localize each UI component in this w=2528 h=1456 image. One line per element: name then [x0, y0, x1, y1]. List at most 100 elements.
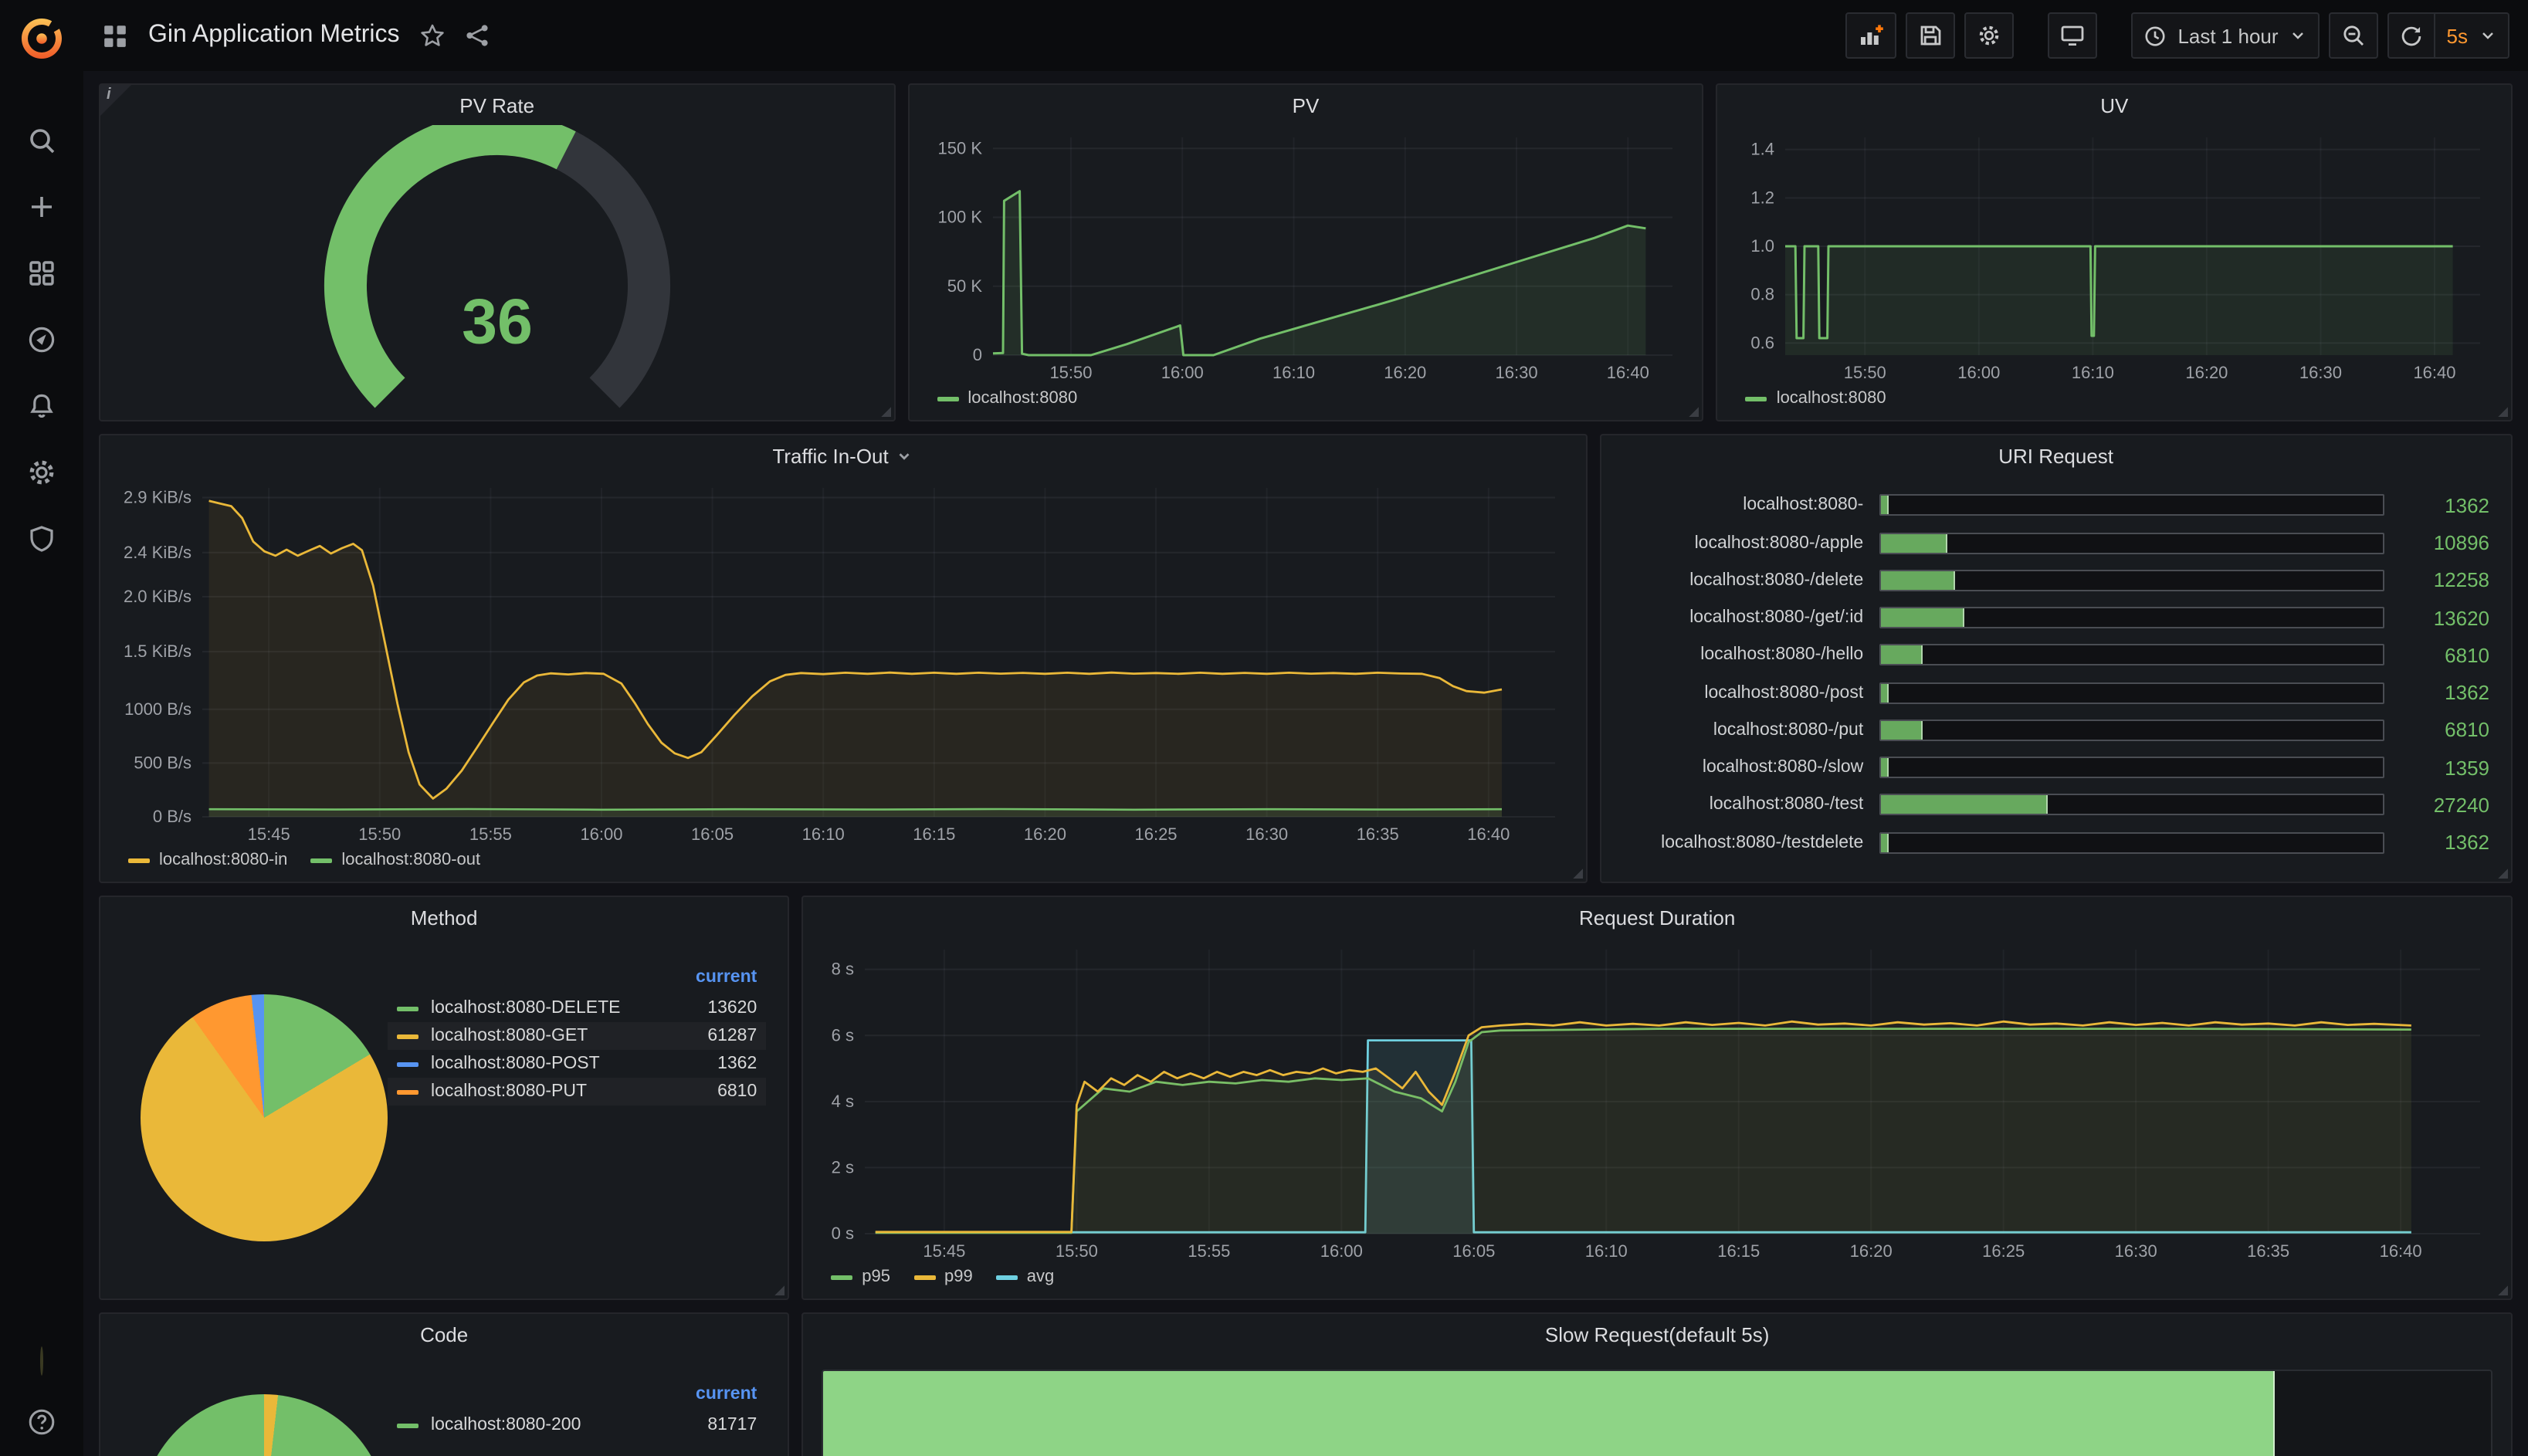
dashboards-icon[interactable]: [26, 258, 57, 289]
svg-text:16:35: 16:35: [1357, 825, 1399, 844]
legend-series-value: 1362: [717, 1055, 757, 1073]
panel-title[interactable]: URI Request: [1998, 444, 2114, 467]
bar-gauge-track: [1879, 757, 2384, 779]
panel-title[interactable]: Method: [410, 906, 478, 929]
svg-text:16:00: 16:00: [1320, 1241, 1363, 1261]
legend-series-name: localhost:8080-DELETE: [431, 999, 621, 1018]
uv-line-chart[interactable]: 15:50 16:00 16:10 16:20 16:30 16:40 0.6 0.8 1.0 1…: [1733, 125, 2496, 386]
svg-text:16:15: 16:15: [913, 825, 955, 844]
bar-gauge-fill: [1880, 720, 1923, 740]
refresh-picker: 5s: [2387, 12, 2509, 59]
bar-gauge-label: localhost:8080-/delete: [1689, 571, 1864, 590]
share-icon[interactable]: [461, 20, 492, 51]
series-marker: [397, 1006, 419, 1011]
panel-title[interactable]: Request Duration: [1578, 906, 1736, 929]
bar-gauge-row: localhost:8080-/slow 1359: [1616, 753, 2489, 781]
series-marker: [937, 396, 959, 401]
panel-title[interactable]: UV: [2100, 93, 2129, 117]
bar-gauge-fill: [1880, 533, 1947, 553]
legend-row[interactable]: localhost:8080-PUT 6810: [388, 1078, 767, 1106]
bar-gauge-label: localhost:8080-/apple: [1694, 533, 1864, 553]
pv-line-chart[interactable]: 15:50 16:00 16:10 16:20 16:30 16:40 0 50 K 100 K…: [924, 125, 1686, 386]
server-admin-shield-icon[interactable]: [26, 523, 57, 554]
svg-text:0.6: 0.6: [1751, 333, 1775, 352]
search-icon[interactable]: [26, 125, 57, 156]
bar-gauge-fill: [1880, 608, 1964, 628]
svg-text:16:25: 16:25: [1982, 1241, 2025, 1261]
panel-info-icon[interactable]: i: [100, 85, 131, 116]
panel-title[interactable]: Slow Request(default 5s): [1544, 1322, 1770, 1346]
svg-text:16:00: 16:00: [1958, 363, 2001, 382]
help-icon[interactable]: [26, 1407, 57, 1437]
sidebar-bottom: [26, 1346, 57, 1437]
dashboard-settings-button[interactable]: [1964, 12, 2015, 59]
bar-gauge-value: 10896: [2433, 531, 2489, 555]
code-pie-chart[interactable]: [141, 1394, 388, 1456]
dashboard-row: i PV Rate 36 PV 15:50 16:00 16:10 16:20 16:3…: [99, 83, 2513, 422]
chart-legend: p95 p99 avg: [818, 1265, 2496, 1295]
svg-text:1.5 KiB/s: 1.5 KiB/s: [124, 642, 191, 661]
legend-item[interactable]: avg: [995, 1268, 1054, 1286]
save-dashboard-button[interactable]: [1906, 12, 1956, 59]
bar-gauge-fill: [1880, 833, 1889, 852]
panel-title[interactable]: PV Rate: [459, 93, 535, 117]
svg-text:16:40: 16:40: [2380, 1241, 2422, 1261]
add-panel-button[interactable]: [1845, 12, 1897, 59]
legend-header-current[interactable]: current: [696, 1385, 757, 1404]
refresh-interval-label: 5s: [2446, 24, 2468, 47]
svg-text:15:50: 15:50: [1844, 363, 1886, 382]
legend-row[interactable]: localhost:8080-DELETE 13620: [388, 994, 766, 1022]
method-pie-chart[interactable]: [141, 994, 388, 1241]
refresh-interval-button[interactable]: 5s: [2435, 12, 2509, 59]
legend-header-current[interactable]: current: [696, 968, 757, 987]
create-plus-icon[interactable]: [26, 191, 57, 222]
cycle-view-button[interactable]: [2048, 12, 2098, 59]
chart-svg: 15:50 16:00 16:10 16:20 16:30 16:40 0.6 0.8 1.0 1…: [1751, 137, 2481, 382]
bar-gauge-value: 1362: [2445, 831, 2489, 855]
bar-gauge-row: localhost:8080-/delete 12258: [1616, 567, 2489, 594]
panel-title[interactable]: Code: [420, 1322, 469, 1346]
traffic-line-chart[interactable]: 15:45 15:50 15:55 16:00 16:05 16:10 16:15 16:20…: [116, 476, 1570, 848]
legend-row[interactable]: localhost:8080-POST 1362: [388, 1050, 766, 1078]
legend-item[interactable]: localhost:8080: [937, 389, 1077, 408]
grafana-logo-icon[interactable]: [17, 14, 66, 63]
bar-gauge-value: 12258: [2433, 568, 2489, 592]
refresh-button[interactable]: [2387, 12, 2436, 59]
panel-traffic-in-out: Traffic In-Out 15:45 15:50 15:55 16:00 16:05…: [99, 434, 1588, 883]
legend-item[interactable]: localhost:8080: [1745, 389, 1886, 408]
svg-text:0.8: 0.8: [1751, 285, 1775, 304]
legend-row[interactable]: localhost:8080-GET 61287: [388, 1022, 767, 1050]
star-icon[interactable]: [416, 20, 447, 51]
series-marker: [1745, 396, 1767, 401]
gauge-chart[interactable]: 36: [116, 125, 878, 417]
legend-item[interactable]: localhost:8080-in: [128, 851, 287, 869]
dashboard-grid: i PV Rate 36 PV 15:50 16:00 16:10 16:20 16:3…: [83, 71, 2528, 1456]
svg-text:15:55: 15:55: [1188, 1241, 1231, 1261]
explore-compass-icon[interactable]: [26, 324, 57, 355]
panel-menu-caret-icon: [900, 452, 910, 459]
svg-text:15:50: 15:50: [1056, 1241, 1098, 1261]
panel-title[interactable]: PV: [1292, 93, 1320, 117]
svg-text:0: 0: [972, 345, 981, 364]
duration-line-chart[interactable]: 15:45 15:50 15:55 16:00 16:05 16:10 16:15 16:20…: [818, 937, 2496, 1265]
zoom-out-time-button[interactable]: [2329, 12, 2379, 59]
bar-gauge-label: localhost:8080-/slow: [1702, 758, 1864, 777]
legend-item[interactable]: localhost:8080-out: [310, 851, 480, 869]
legend-item[interactable]: p99: [913, 1268, 973, 1286]
bar-gauge-fill: [1880, 571, 1956, 590]
panel-title[interactable]: Traffic In-Out: [100, 435, 1585, 476]
time-range-picker[interactable]: Last 1 hour: [2131, 12, 2320, 59]
bar-gauge-track: [1879, 532, 2384, 554]
legend-item[interactable]: p95: [831, 1268, 890, 1286]
configuration-gear-icon[interactable]: [26, 457, 57, 488]
svg-text:4 s: 4 s: [832, 1092, 854, 1111]
panel-method: Method current localhost:8080-DELETE 13620…: [99, 896, 790, 1300]
svg-text:15:50: 15:50: [358, 825, 401, 844]
bar-gauge-row: localhost:8080-/test 27240: [1616, 791, 2489, 819]
alerting-bell-icon[interactable]: [26, 391, 57, 422]
legend-row[interactable]: localhost:8080-200 81717: [388, 1411, 766, 1439]
avatar: [40, 1346, 43, 1376]
svg-text:1.0: 1.0: [1751, 236, 1775, 256]
user-avatar[interactable]: [40, 1346, 43, 1376]
